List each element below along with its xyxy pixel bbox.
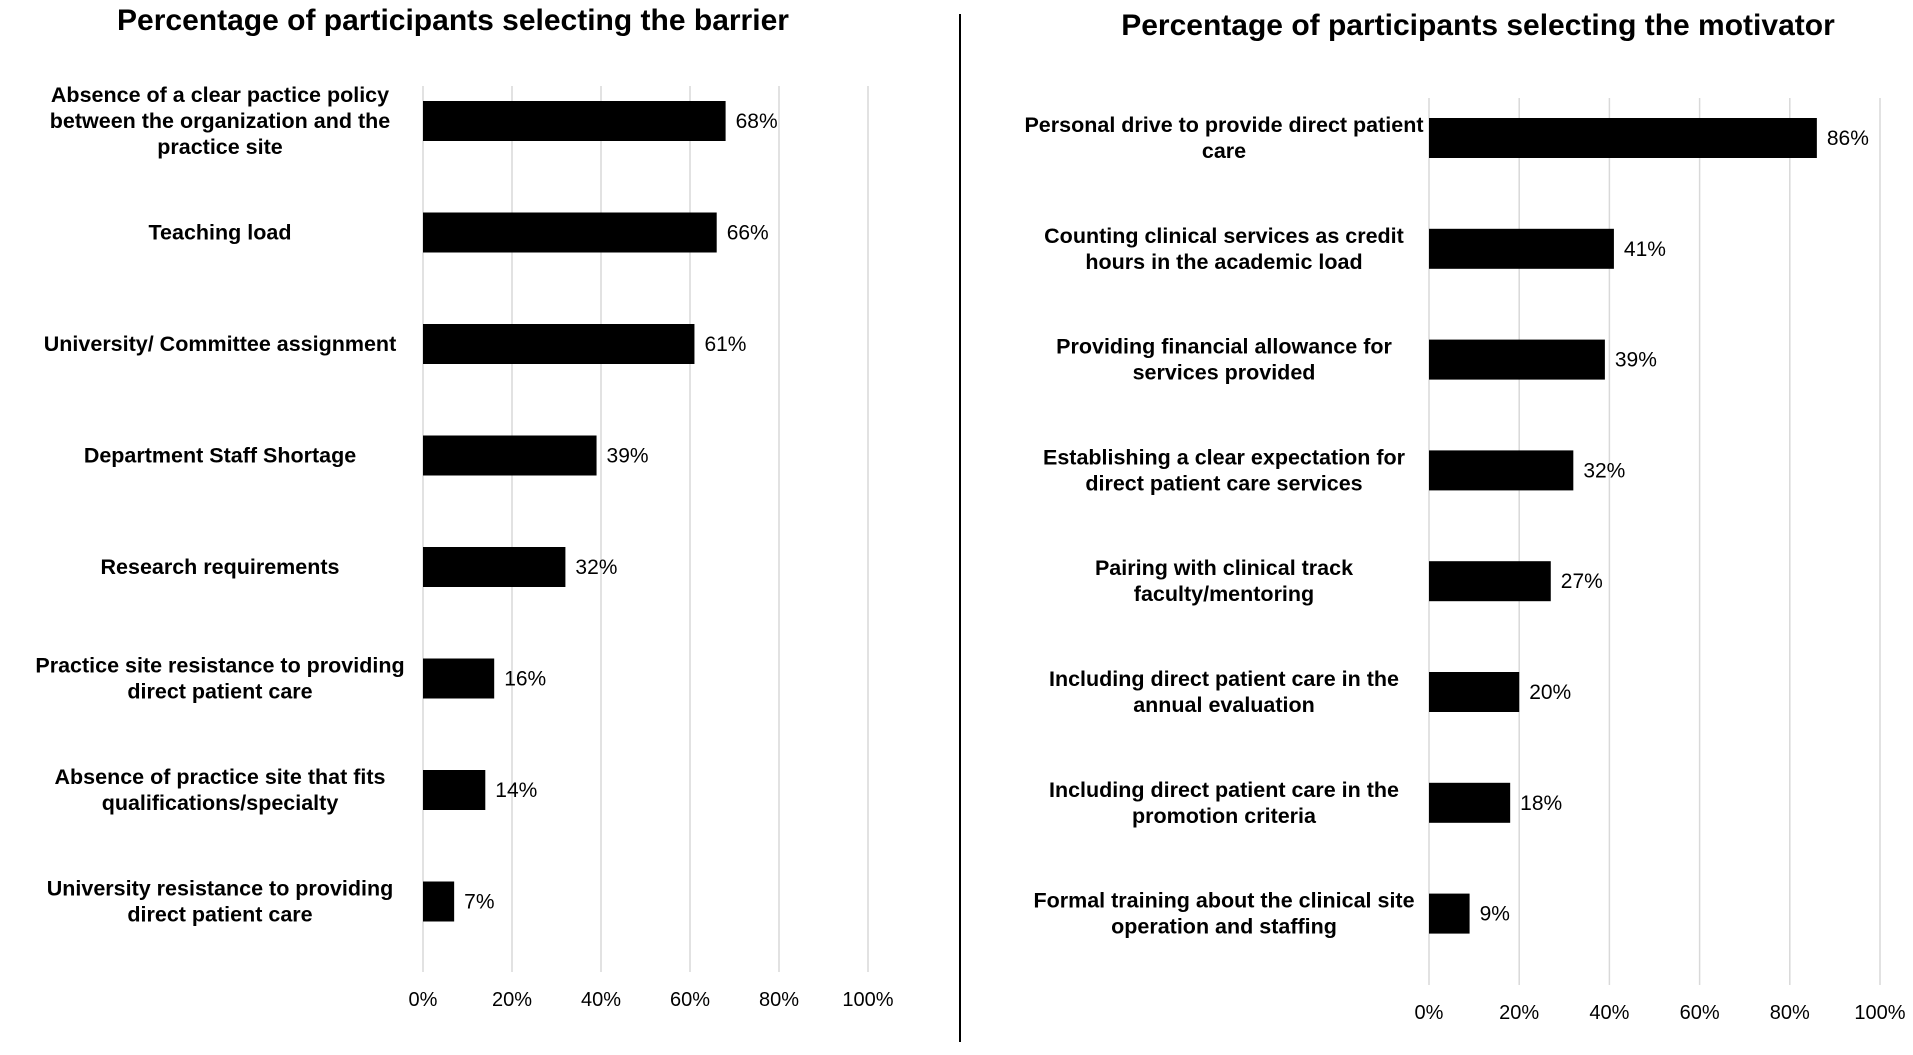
motivator-category-label: Establishing a clear expectation for dire… [1043,445,1406,495]
barrier-bar [423,212,717,253]
barrier-category-label: University/ Committee assignment [44,332,396,356]
barrier-category-label: University resistance to providing direct… [47,877,394,927]
barrier-x-axis: 0% 20% 40% 60% 80% 100% [409,989,894,1011]
motivator-data-label: 9% [1480,903,1510,926]
barrier-data-label: 32% [575,556,617,579]
barrier-category-labels: Absence of a clear pactice policy between… [35,83,404,927]
barrier-data-label: 61% [704,333,746,356]
motivator-data-label: 20% [1529,681,1571,704]
motivator-category-label: Pairing with clinical track faculty/mento… [1095,556,1353,606]
motivator-bar [1429,672,1520,712]
motivator-data-label: 39% [1615,349,1657,372]
barrier-x-tick-label: 0% [409,989,438,1011]
motivator-bar [1429,450,1574,491]
barrier-bar [423,101,726,141]
barrier-bars [423,101,726,922]
barrier-category-label: Teaching load [149,221,292,245]
barrier-data-label: 7% [464,891,494,914]
motivator-category-label: Personal drive to provide direct patient… [1024,113,1423,163]
motivator-bar [1429,339,1605,380]
barrier-x-tick-label: 20% [492,989,532,1011]
barrier-category-label: Department Staff Shortage [84,444,356,468]
motivator-category-label: Providing financial allowance for service… [1056,335,1392,385]
barrier-x-tick-label: 100% [842,989,893,1011]
motivator-category-label: Formal training about the clinical site o… [1033,889,1414,939]
motivator-bars [1429,118,1817,934]
motivator-x-tick-label: 20% [1499,1002,1539,1024]
motivator-bar [1429,561,1551,602]
motivator-bar [1429,118,1817,158]
motivator-x-axis: 0% 20% 40% 60% 80% 100% [1415,1002,1906,1024]
barrier-data-label: 14% [495,779,537,802]
motivator-data-label: 86% [1827,127,1869,150]
motivator-bar [1429,893,1470,934]
motivator-bar [1429,782,1511,823]
barrier-category-label: Practice site resistance to providing dir… [35,654,404,704]
barrier-category-label: Research requirements [101,555,340,579]
barrier-data-label: 68% [736,110,778,133]
motivator-x-tick-label: 80% [1770,1002,1810,1024]
motivator-category-labels: Personal drive to provide direct patient… [1024,113,1423,939]
barrier-data-label: 16% [504,668,546,691]
barrier-data-label: 39% [607,445,649,468]
motivator-data-label: 18% [1520,792,1562,815]
motivator-category-label: Including direct patient care in the annu… [1049,667,1399,717]
barrier-bar [423,547,566,587]
motivator-data-label: 32% [1583,459,1625,482]
barrier-data-label: 66% [727,222,769,245]
motivator-value-labels: 86% 41% 39% 32% 27% 20% 18% 9% [1480,127,1869,926]
motivator-data-label: 41% [1624,238,1666,261]
barrier-chart: Percentage of participants selecting the… [35,4,893,1011]
barrier-bar [423,770,486,810]
motivator-x-tick-label: 0% [1415,1002,1444,1024]
barrier-value-labels: 68% 66% 61% 39% 32% 16% 14% 7% [464,110,777,914]
barrier-x-tick-label: 60% [670,989,710,1011]
motivator-category-label: Including direct patient care in the prom… [1049,778,1399,828]
barrier-x-tick-label: 40% [581,989,621,1011]
motivator-chart-title: Percentage of participants selecting the… [1121,9,1835,42]
barrier-chart-title: Percentage of participants selecting the… [117,4,789,37]
motivator-x-tick-label: 60% [1680,1002,1720,1024]
motivator-data-label: 27% [1561,570,1603,593]
barrier-bar [423,881,455,922]
motivator-x-tick-label: 100% [1854,1002,1905,1024]
barrier-bar [423,658,495,699]
motivator-x-tick-label: 40% [1589,1002,1629,1024]
barrier-bar [423,435,597,476]
barrier-x-tick-label: 80% [759,989,799,1011]
motivator-chart: Percentage of participants selecting the… [1024,9,1905,1024]
barrier-category-label: Absence of a clear pactice policy between… [50,83,390,159]
barrier-bar [423,324,695,364]
motivator-bar [1429,228,1614,269]
motivator-category-label: Counting clinical services as credit hour… [1044,224,1404,274]
barrier-category-label: Absence of practice site that fits qualif… [55,765,386,815]
